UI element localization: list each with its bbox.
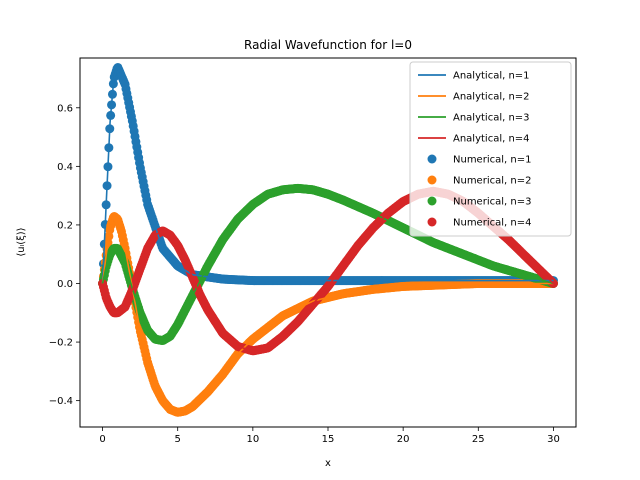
legend-item: Numerical, n=1: [427, 154, 531, 166]
legend-box: [409, 61, 572, 237]
legend-label: Analytical, n=1: [453, 71, 530, 82]
legend-swatch-marker: [427, 154, 437, 164]
legend-label: Numerical, n=2: [453, 176, 531, 187]
legend-item: Numerical, n=2: [427, 175, 531, 187]
x-tick-label: 30: [547, 434, 560, 445]
legend-label: Analytical, n=3: [453, 113, 530, 124]
chart-title: Radial Wavefunction for l=0: [244, 38, 412, 52]
legend-swatch-marker: [427, 175, 437, 185]
x-tick-label: 15: [322, 434, 335, 445]
x-tick-label: 20: [397, 434, 410, 445]
plot-layer: [98, 62, 558, 417]
legend-label: Numerical, n=4: [453, 218, 531, 229]
legend-item: Analytical, n=4: [418, 134, 530, 145]
x-axis-label: x: [325, 458, 331, 469]
legend-swatch-marker: [427, 196, 437, 206]
x-tick-label: 5: [175, 434, 181, 445]
legend-item: Numerical, n=4: [427, 217, 531, 229]
series-line-analytical-3: [101, 187, 554, 342]
legend-label: Numerical, n=1: [453, 155, 531, 166]
legend-label: Numerical, n=3: [453, 197, 531, 208]
x-tick-label: 10: [246, 434, 259, 445]
series-line-analytical-2: [101, 214, 554, 414]
legend-label: Analytical, n=2: [453, 92, 530, 103]
y-tick-label: 0.0: [57, 279, 73, 290]
y-axis: −0.4 −0.2 0.0 0.2 0.4 0.6: [49, 103, 80, 407]
series-line-analytical-1: [101, 64, 554, 284]
y-axis-label: ⟨uₗ(ξ)⟩: [16, 227, 27, 256]
y-tick-label: −0.4: [49, 396, 73, 407]
legend-item: Analytical, n=1: [418, 71, 530, 82]
legend-item: Analytical, n=2: [418, 92, 530, 103]
y-tick-label: 0.6: [57, 103, 73, 114]
x-axis: 0 5 10 15 20 25 30: [99, 427, 560, 445]
legend-item: Analytical, n=3: [418, 113, 530, 124]
y-tick-label: 0.2: [57, 220, 73, 231]
legend-swatch-marker: [427, 217, 437, 227]
legend: Analytical, n=1 Analytical, n=2 Analytical…: [409, 61, 572, 237]
y-tick-label: 0.4: [57, 162, 73, 173]
x-tick-label: 25: [472, 434, 485, 445]
legend-label: Analytical, n=4: [453, 134, 530, 145]
legend-item: Numerical, n=3: [427, 196, 531, 208]
x-tick-label: 0: [99, 434, 105, 445]
series-numerical-2: [98, 211, 558, 417]
y-tick-label: −0.2: [49, 338, 73, 349]
